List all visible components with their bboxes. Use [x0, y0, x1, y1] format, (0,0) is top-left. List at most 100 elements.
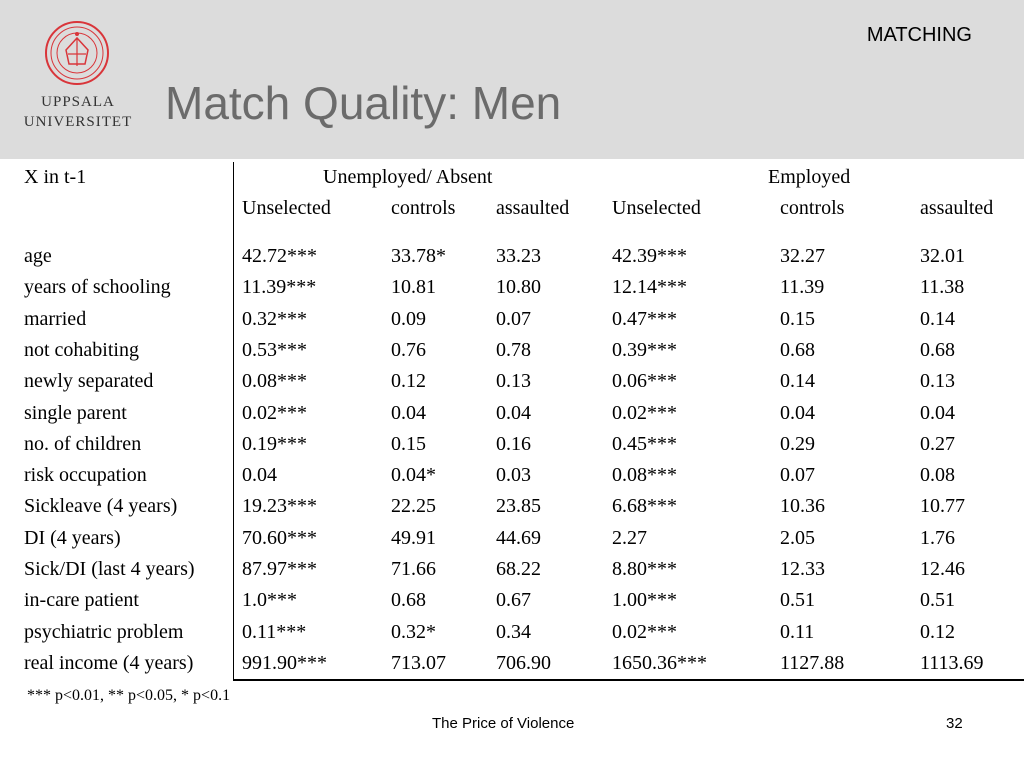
row-label: no. of children	[24, 432, 142, 455]
table-cell: 12.46	[920, 558, 965, 580]
table-cell: 0.39***	[612, 338, 677, 361]
table-cell: 0.04	[391, 401, 426, 424]
slide-header: UPPSALA UNIVERSITET MATCHING Match Quali…	[0, 0, 1024, 159]
corner-label: X in t-1	[24, 166, 87, 188]
table-cell: 0.15	[391, 432, 426, 455]
table-cell: 0.04	[242, 464, 277, 487]
table-cell: 71.66	[391, 558, 436, 580]
column-header: Unselected	[612, 197, 701, 219]
table-cell: 0.11	[780, 620, 815, 643]
table-cell: 0.68	[780, 338, 815, 361]
row-label: years of schooling	[24, 276, 171, 299]
column-header: controls	[391, 197, 456, 219]
column-header: assaulted	[920, 197, 994, 219]
table-cell: 0.32***	[242, 307, 307, 330]
table-cell: 0.08***	[612, 464, 677, 487]
table-cell: 10.80	[496, 276, 541, 299]
table-cell: 32.01	[920, 245, 965, 267]
university-logo: UPPSALA UNIVERSITET	[22, 20, 134, 135]
column-header: assaulted	[496, 197, 570, 219]
row-label: married	[24, 307, 87, 330]
table-cell: 0.08***	[242, 370, 307, 393]
table-cell: 0.68	[391, 589, 426, 612]
table-cell: 2.27	[612, 526, 647, 549]
table-cell: 42.72***	[242, 245, 317, 267]
table-cell: 11.39	[780, 276, 825, 299]
table-cell: 0.45***	[612, 432, 677, 455]
table-cell: 11.38	[920, 276, 965, 299]
table-cell: 6.68***	[612, 495, 677, 518]
table-cell: 0.06***	[612, 370, 677, 393]
table-cell: 713.07	[391, 651, 446, 674]
table-cell: 0.19***	[242, 432, 307, 455]
table-cell: 0.32*	[391, 620, 436, 643]
row-label: risk occupation	[24, 464, 147, 487]
table-cell: 42.39***	[612, 245, 687, 267]
table-cell: 1.00***	[612, 589, 677, 612]
table-cell: 10.36	[780, 495, 825, 518]
table-cell: 0.14	[920, 307, 955, 330]
table-cell: 0.02***	[612, 620, 677, 643]
logo-line-1: UPPSALA	[41, 94, 115, 110]
significance-footnote: *** p<0.01, ** p<0.05, * p<0.1	[27, 687, 231, 704]
table-cell: 0.12	[391, 370, 426, 393]
table-cell: 10.81	[391, 276, 436, 299]
table-cell: 0.03	[496, 464, 531, 487]
column-header: controls	[780, 197, 845, 219]
table-cell: 706.90	[496, 651, 551, 674]
table-cell: 8.80***	[612, 558, 677, 580]
row-label: Sick/DI (last 4 years)	[24, 558, 195, 580]
table-cell: 0.04	[496, 401, 531, 424]
table-cell: 1.76	[920, 526, 955, 549]
table-cell: 0.13	[496, 370, 531, 393]
footer-title: The Price of Violence	[432, 715, 575, 732]
row-label: not cohabiting	[24, 338, 139, 361]
group-header-employed: Employed	[768, 166, 851, 188]
table-cell: 0.02***	[242, 401, 307, 424]
row-label: newly separated	[24, 370, 154, 393]
table-cell: 68.22	[496, 558, 541, 580]
table-cell: 0.27	[920, 432, 955, 455]
table-cell: 33.23	[496, 245, 541, 267]
table-cell: 19.23***	[242, 495, 317, 518]
table-cell: 12.33	[780, 558, 825, 580]
table-cell: 0.13	[920, 370, 955, 393]
table-cell: 0.04*	[391, 464, 436, 487]
table-cell: 1127.88	[780, 651, 845, 674]
table-cell: 0.67	[496, 589, 531, 612]
table-cell: 1113.69	[920, 651, 984, 674]
university-seal-icon	[45, 21, 109, 85]
table-cell: 0.15	[780, 307, 815, 330]
table-cell: 0.07	[780, 464, 815, 487]
table-cell: 33.78*	[391, 245, 446, 267]
table-cell: 23.85	[496, 495, 541, 518]
table-cell: 22.25	[391, 495, 436, 518]
table-cell: 991.90***	[242, 651, 327, 674]
row-label: psychiatric problem	[24, 620, 184, 643]
table-cell: 0.09	[391, 307, 426, 330]
group-header-unemployed: Unemployed/ Absent	[323, 166, 493, 188]
table-cell: 49.91	[391, 526, 436, 549]
table-cell: 87.97***	[242, 558, 317, 580]
table-cell: 32.27	[780, 245, 825, 267]
table-cell: 0.11***	[242, 620, 307, 643]
table-cell: 0.08	[920, 464, 955, 487]
university-name: UPPSALA UNIVERSITET	[22, 92, 134, 132]
table-cell: 0.14	[780, 370, 815, 393]
table-cell: 0.51	[920, 589, 955, 612]
row-label: age	[24, 245, 52, 267]
table-cell: 0.02***	[612, 401, 677, 424]
table-cell: 0.29	[780, 432, 815, 455]
table-cell: 10.77	[920, 495, 965, 518]
table-cell: 1.0***	[242, 589, 297, 612]
row-label: Sickleave (4 years)	[24, 495, 178, 518]
table-bottom-rule	[233, 679, 1024, 681]
table-cell: 0.76	[391, 338, 426, 361]
table-cell: 0.04	[780, 401, 815, 424]
table-cell: 0.12	[920, 620, 955, 643]
table-cell: 0.04	[920, 401, 955, 424]
table-cell: 0.78	[496, 338, 531, 361]
table-cell: 0.53***	[242, 338, 307, 361]
row-label: DI (4 years)	[24, 526, 121, 549]
page-number: 32	[946, 715, 963, 732]
